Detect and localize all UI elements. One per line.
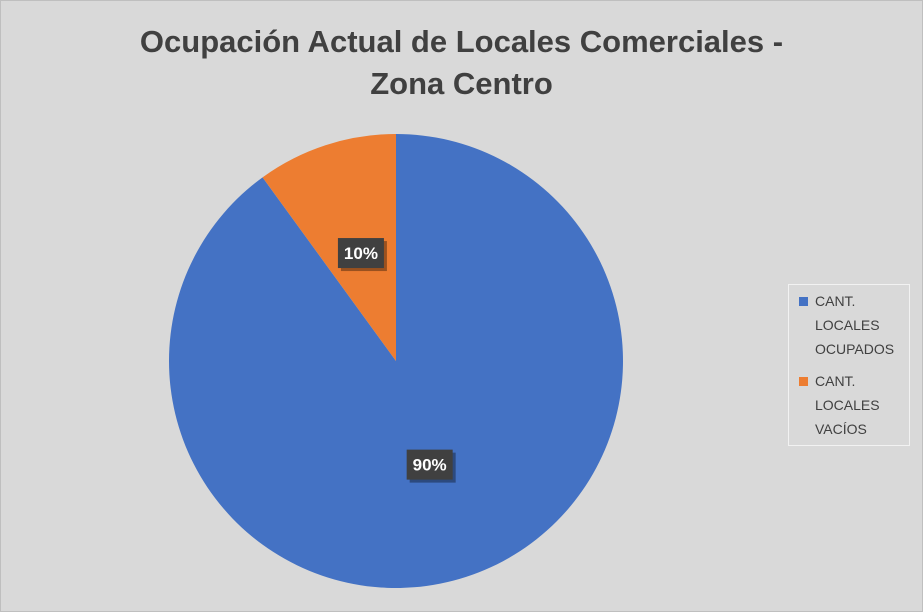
legend-label-0: CANT. LOCALES OCUPADOS <box>815 293 895 357</box>
pie-slice-1 <box>262 134 396 361</box>
svg-text:10%: 10% <box>344 244 378 263</box>
pie-data-label-1: 10% <box>337 238 387 272</box>
svg-text:90%: 90% <box>413 456 447 475</box>
chart-title: Ocupación Actual de Locales Comerciales … <box>1 21 922 105</box>
legend-label-1: CANT. LOCALES VACÍOS <box>815 373 880 437</box>
chart-title-line-1: Ocupación Actual de Locales Comerciales … <box>139 24 784 59</box>
legend: CANT. LOCALES OCUPADOS CANT. LOCALES VACÍOS <box>788 284 910 446</box>
legend-swatch-1 <box>799 377 808 386</box>
legend-swatch-0 <box>799 297 808 306</box>
pie-data-label-0: 90% <box>406 449 456 483</box>
chart-title-line-2: Zona Centro <box>370 66 553 101</box>
